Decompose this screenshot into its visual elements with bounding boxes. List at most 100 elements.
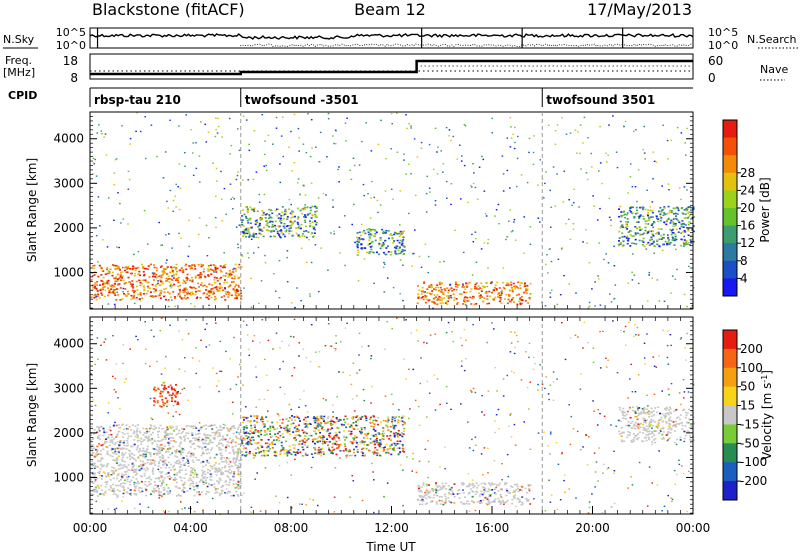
power-scatter-cell [292, 234, 295, 237]
vel-scatter-cell [115, 447, 118, 450]
power-scatter-noise [585, 172, 588, 174]
vel-scatter-cell [371, 421, 374, 424]
vel-scatter-cell [150, 425, 153, 427]
vel-scatter-cell [634, 421, 637, 424]
vel-scatter-cell [224, 438, 227, 441]
power-scatter-cell [393, 240, 396, 243]
power-scatter-cell [246, 227, 249, 230]
vel-scatter-cell [170, 433, 173, 435]
vel-scatter-cell [123, 489, 126, 491]
power-scatter-cell [444, 302, 447, 304]
power-scatter-cell [130, 285, 133, 288]
power-scatter-cell [473, 287, 476, 290]
power-scatter-cell [223, 282, 226, 284]
vel-scatter-cell [348, 433, 351, 435]
vel-scatter-cell [625, 424, 628, 427]
power-scatter-cell [440, 289, 443, 291]
power-scatter-cell [179, 284, 182, 287]
power-scatter-cell [453, 288, 456, 291]
vel-scatter-cell [319, 440, 322, 443]
power-scatter-cell [170, 286, 173, 289]
vel-scatter-cell [401, 416, 404, 419]
vel-scatter-cell [200, 426, 203, 429]
vel-scatter-cell [163, 461, 166, 463]
power-scatter-cell [439, 286, 442, 289]
vel-scatter-cell [346, 423, 349, 425]
vel-scatter-cell [155, 448, 158, 451]
power-scatter-cell [92, 265, 95, 267]
power-scatter-noise [413, 138, 416, 140]
vel-scatter-cell [371, 451, 374, 454]
power-scatter-noise [631, 271, 633, 273]
vel-scatter-cell [206, 490, 208, 493]
power-scatter-noise [399, 259, 402, 261]
power-scatter-cell [214, 265, 217, 267]
vel-scatter-cell [340, 423, 343, 426]
vel-scatter-cell [220, 486, 223, 488]
power-scatter-noise [247, 222, 249, 224]
power-scatter-cell [677, 219, 680, 222]
power-scatter-noise [107, 303, 110, 305]
power-scatter-noise [546, 254, 548, 256]
vel-scatter-cell [387, 417, 389, 420]
vel-scatter-cell [139, 431, 142, 434]
vel-scatter-cell [282, 448, 285, 451]
power-scatter-cell [280, 222, 283, 224]
vel-scatter-cell [478, 500, 480, 503]
vel-scatter-cell [207, 443, 210, 445]
vel-scatter-cell [233, 462, 236, 465]
vel-scatter-cell [153, 404, 156, 407]
vel-scatter-cell [167, 391, 170, 393]
vel-scatter-cell [394, 424, 397, 427]
power-scatter-cell [245, 236, 248, 238]
vel-scatter-cell [164, 397, 167, 400]
vel-scatter-cell [138, 430, 141, 433]
vel-scatter-cell [226, 475, 229, 477]
vel-scatter-cell [687, 422, 690, 424]
power-scatter-cell [142, 271, 145, 273]
power-scatter-noise [248, 257, 250, 259]
power-scatter-noise [290, 203, 292, 206]
power-scatter-cell [100, 292, 103, 295]
power-scatter-noise [425, 211, 428, 213]
power-scatter-cell [650, 216, 653, 218]
power-scatter-noise [171, 275, 173, 277]
vel-scatter-cell [97, 436, 100, 438]
power-scatter-cell [650, 243, 653, 245]
vel-scatter-cell [144, 481, 147, 483]
power-scatter-cell [278, 235, 281, 238]
power-scatter-cell [477, 288, 480, 290]
vel-scatter-cell [92, 490, 95, 493]
vel-scatter-cell [260, 417, 263, 419]
power-scatter-noise [184, 152, 186, 154]
vel-scatter-cell [136, 480, 139, 483]
vel-scatter-cell [233, 473, 236, 476]
power-scatter-cell [455, 298, 458, 300]
power-scatter-cell [670, 233, 673, 236]
vel-scatter-cell [193, 488, 196, 491]
vel-scatter-cell [435, 482, 438, 484]
vel-scatter-cell [192, 427, 195, 430]
power-scatter-cell [134, 269, 137, 272]
vel-scatter-cell [331, 452, 334, 455]
vel-scatter-cell [648, 433, 651, 435]
vel-scatter-cell [205, 436, 208, 439]
vel-scatter-cell [438, 485, 441, 487]
power-scatter-cell [143, 289, 146, 292]
vel-scatter-cell [373, 440, 376, 443]
power-scatter-cell [368, 237, 371, 239]
power-scatter-noise [408, 163, 410, 165]
power-scatter-cell [368, 236, 371, 238]
power-scatter-noise [675, 238, 678, 241]
vel-scatter-cell [260, 429, 263, 432]
vel-scatter-cell [219, 425, 222, 427]
power-scatter-noise [550, 206, 553, 208]
vel-scatter-cell [396, 433, 399, 436]
vel-scatter-cell [237, 426, 240, 429]
vel-scatter-cell [141, 450, 144, 452]
vel-scatter-cell [213, 483, 216, 486]
vel-scatter-cell [504, 482, 507, 484]
power-scatter-cell [401, 250, 404, 252]
vel-scatter-cell [105, 476, 108, 478]
vel-scatter-cell [117, 484, 120, 487]
